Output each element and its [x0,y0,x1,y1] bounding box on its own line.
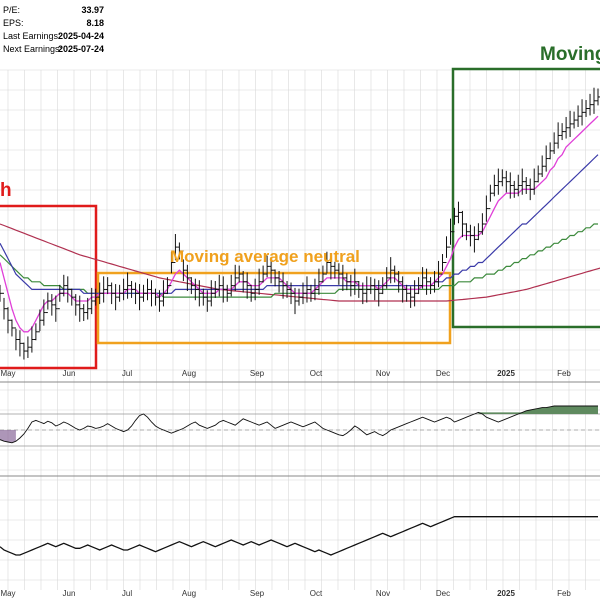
stat-value-last-earnings: 2025-04-24 [58,31,104,41]
x-tick-label: 2025 [497,369,515,378]
x-tick-label-lower: Jun [63,589,76,598]
x-tick-label-lower: Aug [182,589,196,598]
orange-box [96,271,452,345]
x-tick-label-lower: Nov [376,589,390,598]
red-box [0,204,98,370]
annotation-left-fragment: h [0,180,12,201]
stat-label-pe: P/E: [3,5,20,15]
x-axis-labels-lower: May Jun Jul Aug Sep Oct Nov Dec 2025 Feb [0,589,571,598]
stat-value-pe: 33.97 [81,5,104,15]
stat-value-eps: 8.18 [86,18,104,28]
x-axis-labels: May Jun Jul Aug Sep Oct Nov Dec 2025 Feb [0,369,571,378]
stats-panel: P/E: 33.97 EPS: 8.18 Last Earnings: 2025… [0,0,108,68]
x-tick-label: Sep [250,369,265,378]
x-tick-label: Jun [63,369,76,378]
lower-indicator-line [0,516,598,556]
green-box [451,67,600,329]
x-tick-label-lower: Jul [122,589,132,598]
x-tick-label: Dec [436,369,450,378]
x-tick-label-lower: 2025 [497,589,515,598]
rsi-oversold-fill [0,430,16,443]
annotation-right-fragment: Moving [540,44,600,65]
x-tick-label: Aug [182,369,196,378]
stat-value-next-earnings: 2025-07-24 [58,44,104,54]
annotation-neutral: Moving average neutral [170,247,360,266]
x-tick-label-lower: Dec [436,589,450,598]
x-tick-label: May [0,369,15,378]
rsi-line [0,405,598,444]
x-tick-label: Jul [122,369,132,378]
x-tick-label: Nov [376,369,390,378]
price-bars [0,87,600,360]
x-tick-label-lower: Oct [310,589,323,598]
stat-label-eps: EPS: [3,18,24,28]
x-tick-label: Feb [557,369,571,378]
x-tick-label-lower: Sep [250,589,265,598]
annotation-boxes [0,67,600,370]
stat-label-next-earnings: Next Earnings: [3,44,62,54]
grid-lines [0,69,600,590]
rsi-overbought-fill [478,406,598,414]
x-tick-label-lower: May [0,589,15,598]
x-tick-label-lower: Feb [557,589,571,598]
x-tick-label: Oct [310,369,323,378]
stat-label-last-earnings: Last Earnings: [3,31,61,41]
